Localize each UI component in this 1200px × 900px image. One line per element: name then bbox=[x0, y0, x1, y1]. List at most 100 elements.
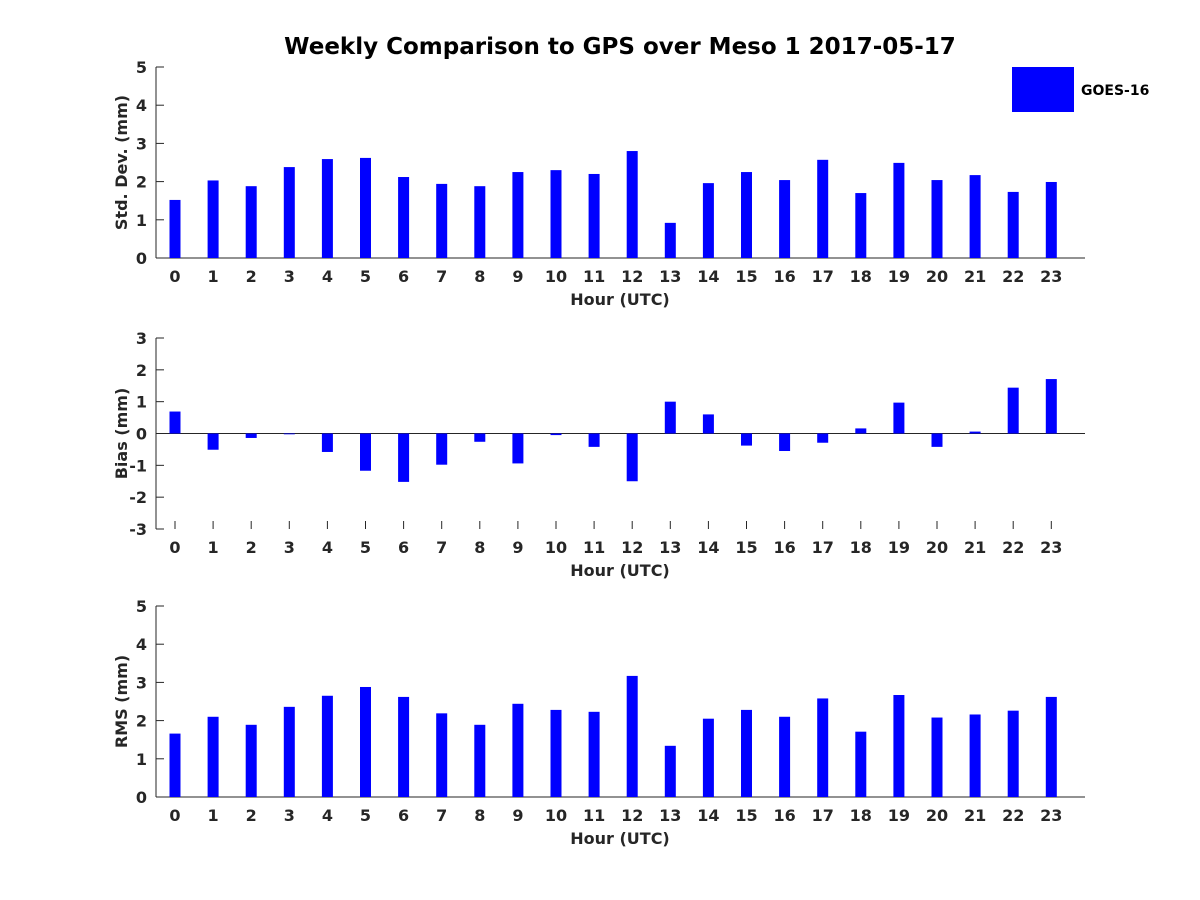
bar-std-dev-hour-7 bbox=[436, 183, 448, 258]
x-tick-label: 11 bbox=[583, 806, 605, 825]
bar-std-dev-hour-8 bbox=[474, 186, 486, 258]
bar-std-dev-hour-22 bbox=[1007, 191, 1019, 258]
bar-rms-hour-10 bbox=[550, 709, 562, 797]
bar-bias-hour-18 bbox=[855, 428, 867, 434]
y-tick-label: 4 bbox=[136, 635, 147, 654]
x-axis-label: Hour (UTC) bbox=[570, 561, 670, 580]
x-tick-label: 17 bbox=[812, 267, 834, 286]
bar-rms-hour-9 bbox=[512, 703, 524, 797]
bar-bias-hour-13 bbox=[664, 401, 676, 434]
x-tick-label: 2 bbox=[246, 267, 257, 286]
y-tick-label: 5 bbox=[136, 58, 147, 77]
bar-rms-hour-7 bbox=[436, 713, 448, 797]
x-tick-label: 13 bbox=[659, 806, 681, 825]
y-tick-label: 5 bbox=[136, 597, 147, 616]
bar-bias-hour-4 bbox=[321, 433, 333, 452]
x-tick-label: 23 bbox=[1040, 267, 1062, 286]
y-tick-label: 4 bbox=[136, 96, 147, 115]
x-tick-label: 12 bbox=[621, 538, 643, 557]
y-tick-label: 3 bbox=[136, 329, 147, 348]
bar-std-dev-hour-16 bbox=[779, 180, 791, 258]
bar-rms-hour-8 bbox=[474, 724, 486, 797]
x-tick-label: 0 bbox=[169, 267, 180, 286]
bar-bias-hour-8 bbox=[474, 433, 486, 442]
x-tick-label: 11 bbox=[583, 267, 605, 286]
bar-rms-hour-18 bbox=[855, 731, 867, 797]
x-tick-label: 10 bbox=[545, 806, 567, 825]
bar-bias-hour-3 bbox=[283, 433, 295, 435]
x-tick-label: 23 bbox=[1040, 538, 1062, 557]
bar-std-dev-hour-18 bbox=[855, 193, 867, 258]
bar-rms-hour-23 bbox=[1045, 696, 1057, 797]
bar-bias-hour-15 bbox=[741, 433, 752, 446]
bar-bias-hour-1 bbox=[207, 433, 219, 450]
bar-bias-hour-0 bbox=[169, 411, 181, 434]
x-tick-label: 10 bbox=[545, 538, 567, 557]
bar-bias-hour-2 bbox=[245, 433, 257, 438]
x-tick-label: 18 bbox=[850, 267, 872, 286]
x-tick-label: 20 bbox=[926, 806, 948, 825]
bar-bias-hour-6 bbox=[398, 433, 410, 482]
x-tick-label: 0 bbox=[169, 538, 180, 557]
x-axis-label: Hour (UTC) bbox=[570, 290, 670, 309]
bar-rms-hour-4 bbox=[321, 695, 333, 797]
bar-std-dev-hour-21 bbox=[969, 175, 981, 258]
x-tick-label: 2 bbox=[246, 538, 257, 557]
bar-std-dev-hour-11 bbox=[588, 173, 600, 258]
y-axis-label: Std. Dev. (mm) bbox=[112, 95, 131, 230]
x-tick-label: 9 bbox=[512, 806, 523, 825]
x-tick-label: 10 bbox=[545, 267, 567, 286]
x-tick-label: 12 bbox=[621, 267, 643, 286]
y-tick-label: 0 bbox=[136, 249, 147, 268]
x-tick-label: 22 bbox=[1002, 806, 1024, 825]
bar-bias-hour-17 bbox=[817, 433, 829, 443]
x-tick-label: 15 bbox=[735, 267, 757, 286]
x-tick-label: 18 bbox=[850, 538, 872, 557]
bar-bias-hour-12 bbox=[626, 433, 638, 482]
bar-std-dev-hour-0 bbox=[169, 199, 181, 258]
x-tick-label: 11 bbox=[583, 538, 605, 557]
x-tick-label: 8 bbox=[474, 806, 485, 825]
x-tick-label: 7 bbox=[436, 806, 447, 825]
y-tick-label: 3 bbox=[136, 134, 147, 153]
bar-rms-hour-19 bbox=[893, 695, 905, 797]
x-tick-label: 17 bbox=[812, 538, 834, 557]
bar-rms-hour-14 bbox=[702, 718, 714, 797]
x-tick-label: 16 bbox=[773, 806, 795, 825]
bar-bias-hour-7 bbox=[436, 433, 448, 465]
bar-rms-hour-17 bbox=[817, 698, 829, 797]
x-tick-label: 7 bbox=[436, 538, 447, 557]
y-tick-label: 2 bbox=[136, 173, 147, 192]
bar-rms-hour-13 bbox=[664, 745, 676, 797]
bar-std-dev-hour-1 bbox=[207, 180, 219, 258]
y-tick-label: 2 bbox=[136, 712, 147, 731]
x-tick-label: 20 bbox=[926, 267, 948, 286]
x-tick-label: 6 bbox=[398, 806, 409, 825]
bar-std-dev-hour-14 bbox=[702, 183, 714, 258]
bar-rms-hour-20 bbox=[931, 717, 943, 797]
x-tick-label: 19 bbox=[888, 267, 910, 286]
chart-title: Weekly Comparison to GPS over Meso 1 201… bbox=[284, 34, 956, 60]
bar-rms-hour-11 bbox=[588, 711, 600, 797]
x-tick-label: 6 bbox=[398, 267, 409, 286]
x-axis-label: Hour (UTC) bbox=[570, 829, 670, 848]
bar-bias-hour-11 bbox=[588, 433, 600, 447]
x-tick-label: 19 bbox=[888, 806, 910, 825]
x-tick-label: 6 bbox=[398, 538, 409, 557]
x-tick-label: 1 bbox=[208, 538, 219, 557]
bar-bias-hour-23 bbox=[1045, 379, 1057, 434]
x-tick-label: 16 bbox=[773, 267, 795, 286]
x-tick-label: 15 bbox=[735, 538, 757, 557]
bar-rms-hour-1 bbox=[207, 716, 219, 797]
bar-bias-hour-22 bbox=[1007, 387, 1019, 434]
bar-bias-hour-16 bbox=[779, 433, 791, 452]
y-tick-label: -3 bbox=[129, 520, 147, 539]
x-tick-label: 21 bbox=[964, 538, 986, 557]
bar-std-dev-hour-17 bbox=[817, 159, 829, 258]
x-tick-label: 13 bbox=[659, 267, 681, 286]
x-tick-label: 22 bbox=[1002, 538, 1024, 557]
x-tick-label: 18 bbox=[850, 806, 872, 825]
bar-std-dev-hour-6 bbox=[398, 177, 410, 258]
